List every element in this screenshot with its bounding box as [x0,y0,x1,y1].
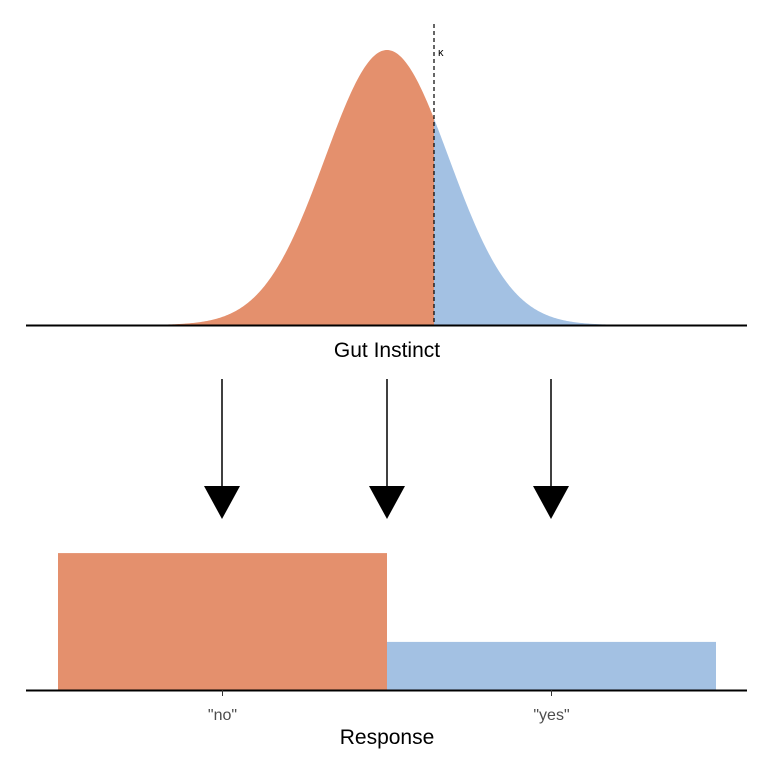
arrow-middle [369,379,405,519]
arrow-left-head [204,486,240,519]
arrows [204,379,569,519]
tick-label-1: "yes" [533,707,569,724]
threshold-label: κ [438,47,444,59]
bar-1 [387,641,716,690]
distribution-no-region [40,50,434,325]
arrow-right-head [533,486,569,519]
bar-0 [58,553,387,690]
arrow-middle-head [369,486,405,519]
distribution-panel: κ Gut Instinct [26,24,747,362]
response-axis-label: Response [340,726,435,749]
gut-instinct-label: Gut Instinct [334,339,440,362]
arrow-right [533,379,569,519]
arrow-left [204,379,240,519]
distribution-yes-region [434,118,740,326]
response-bar-chart: "no" "yes" Response [26,553,747,749]
tick-label-0: "no" [208,707,237,724]
